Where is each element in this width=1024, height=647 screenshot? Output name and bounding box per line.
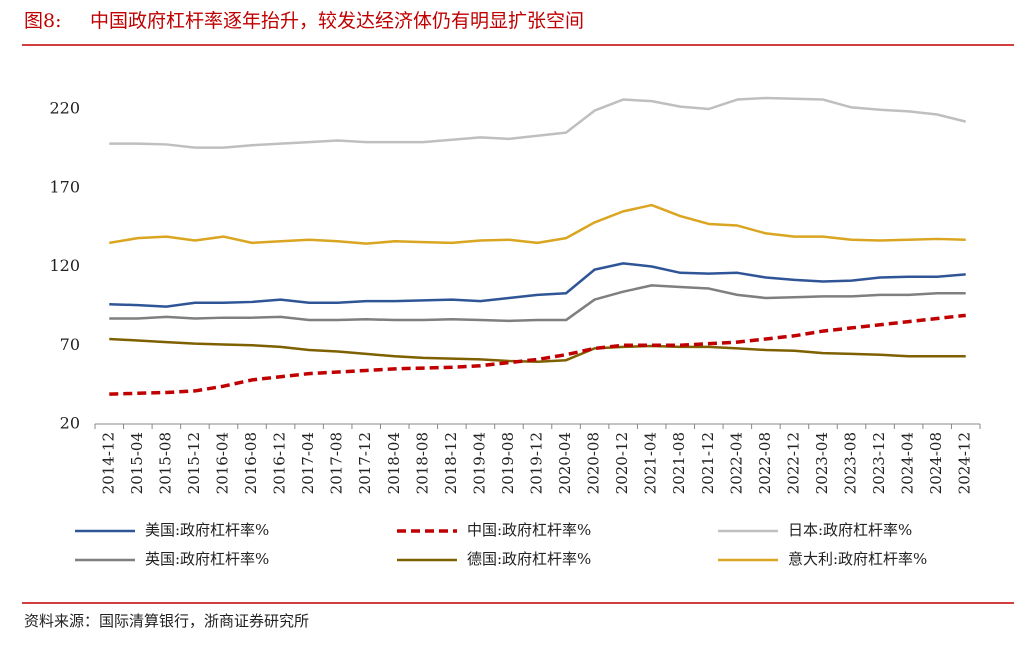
source: 资料来源：国际清算银行，浙商证券研究所 bbox=[24, 612, 309, 630]
x-tick-label: 2018-08 bbox=[413, 432, 431, 494]
figure-label: 图8: bbox=[24, 10, 62, 32]
x-tick-label: 2023-04 bbox=[813, 432, 831, 494]
x-tick-label: 2019-08 bbox=[499, 432, 517, 494]
legend-label: 意大利:政府杠杆率% bbox=[788, 550, 927, 568]
legend-label: 日本:政府杠杆率% bbox=[788, 521, 912, 539]
x-tick-label: 2015-04 bbox=[128, 432, 146, 494]
x-tick-label: 2021-04 bbox=[642, 432, 660, 494]
x-tick-label: 2019-12 bbox=[528, 432, 546, 494]
x-tick-label: 2017-08 bbox=[328, 432, 346, 494]
x-tick-label: 2021-12 bbox=[699, 432, 717, 494]
x-tick-label: 2022-04 bbox=[727, 432, 745, 494]
x-tick-label: 2016-08 bbox=[242, 432, 260, 494]
x-tick-label: 2018-12 bbox=[442, 432, 460, 494]
chart-title: 中国政府杠杆率逐年抬升，较发达经济体仍有明显扩张空间 bbox=[90, 10, 584, 32]
series-line bbox=[109, 313, 966, 396]
x-tick-label: 2020-08 bbox=[585, 432, 603, 494]
x-tick-label: 2023-08 bbox=[842, 432, 860, 494]
y-tick-label: 70 bbox=[60, 335, 80, 354]
x-tick-label: 2022-12 bbox=[784, 432, 802, 494]
series-line bbox=[109, 262, 966, 308]
x-tick-label: 2024-12 bbox=[956, 432, 974, 494]
x-tick-label: 2024-04 bbox=[899, 432, 917, 494]
legend-label: 英国:政府杠杆率% bbox=[145, 550, 269, 568]
x-tick-label: 2014-12 bbox=[99, 432, 117, 494]
y-tick-label: 220 bbox=[49, 99, 80, 118]
x-tick-label: 2020-12 bbox=[613, 432, 631, 494]
x-tick-label: 2015-12 bbox=[185, 432, 203, 494]
x-tick-label: 2021-08 bbox=[670, 432, 688, 494]
x-tick-label: 2019-04 bbox=[470, 432, 488, 494]
series-line bbox=[109, 284, 966, 323]
legend-label: 德国:政府杠杆率% bbox=[467, 550, 591, 568]
y-tick-label: 120 bbox=[49, 256, 80, 275]
x-tick-label: 2016-04 bbox=[213, 432, 231, 494]
legend-label: 美国:政府杠杆率% bbox=[145, 521, 269, 539]
series-line bbox=[109, 337, 966, 364]
y-tick-label: 20 bbox=[60, 414, 80, 433]
x-tick-label: 2016-12 bbox=[271, 432, 289, 494]
x-tick-label: 2018-04 bbox=[385, 432, 403, 494]
x-tick-label: 2024-08 bbox=[927, 432, 945, 494]
x-tick-label: 2017-12 bbox=[356, 432, 374, 494]
series-line bbox=[109, 203, 966, 245]
legend-label: 中国:政府杠杆率% bbox=[467, 521, 591, 539]
y-tick-label: 170 bbox=[49, 177, 80, 196]
series-line bbox=[109, 96, 967, 149]
x-tick-label: 2023-12 bbox=[870, 432, 888, 494]
x-tick-label: 2017-04 bbox=[299, 432, 317, 494]
x-tick-label: 2015-08 bbox=[156, 432, 174, 494]
x-tick-label: 2020-04 bbox=[556, 432, 574, 494]
x-tick-label: 2022-08 bbox=[756, 432, 774, 494]
